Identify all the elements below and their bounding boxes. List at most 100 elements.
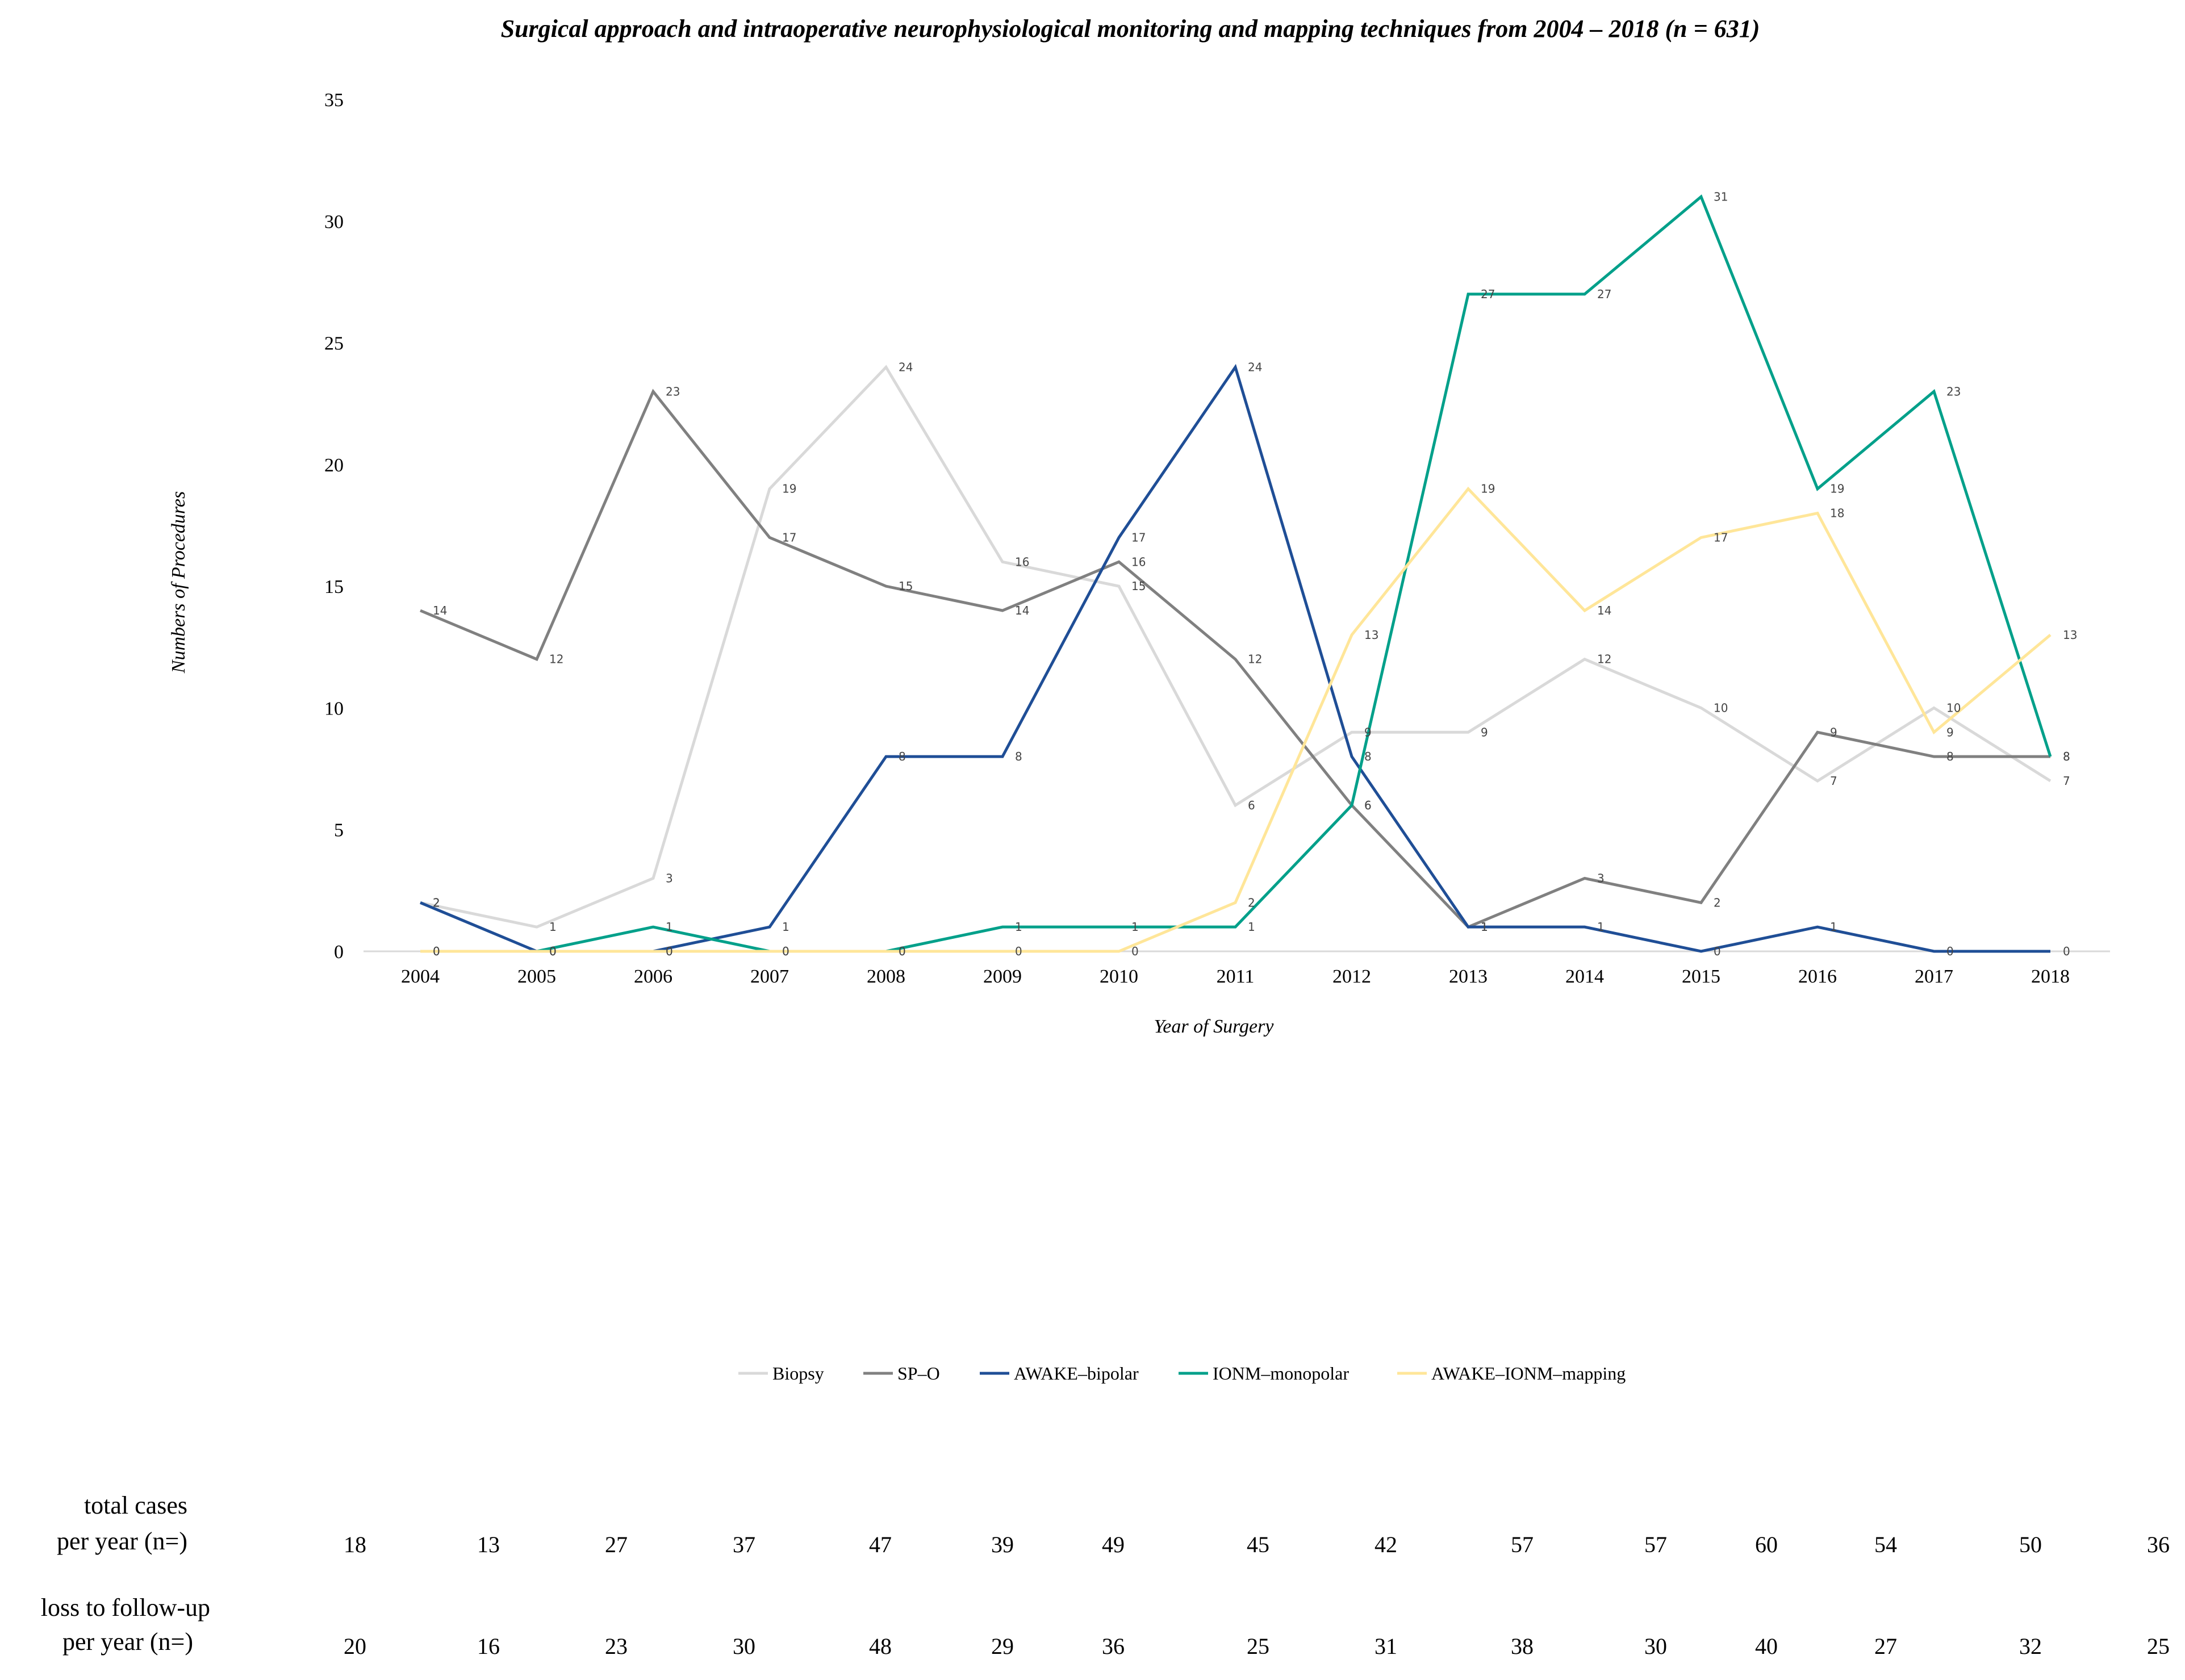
data-label: 13 — [2063, 628, 2077, 642]
data-label: 10 — [1714, 701, 1728, 714]
data-label: 14 — [1597, 604, 1611, 617]
x-tick-label: 2004 — [401, 966, 440, 987]
x-tick-label: 2014 — [1565, 966, 1604, 987]
x-tick-label: 2016 — [1798, 966, 1837, 987]
y-tick-label: 20 — [324, 455, 344, 476]
data-label: 6 — [1364, 799, 1372, 812]
legend-item: SP–O — [863, 1363, 940, 1384]
table-values: 18 13 27 37 47 39 49 45 42 57 57 60 54 50 36 20 16 23 30 48… — [344, 1532, 2170, 1659]
y-tick-label: 5 — [334, 820, 344, 841]
data-label: 1 — [549, 920, 557, 934]
data-label: 0 — [1946, 945, 1954, 958]
x-tick-label: 2010 — [1100, 966, 1138, 987]
table-cell: 27 — [605, 1532, 628, 1557]
table-row-label: loss to follow-up — [41, 1594, 210, 1622]
x-tick-label: 2006 — [634, 966, 672, 987]
data-label: 1 — [1481, 920, 1488, 934]
legend-label: AWAKE–IONM–mapping — [1431, 1363, 1626, 1384]
table-cell: 20 — [344, 1633, 366, 1659]
data-label: 24 — [899, 360, 913, 374]
data-label: 19 — [1830, 482, 1844, 496]
series-lines — [420, 194, 2052, 953]
data-label: 1 — [1131, 920, 1139, 934]
data-label: 1 — [782, 920, 789, 934]
data-label: 12 — [1597, 653, 1611, 666]
series-line — [420, 363, 2050, 953]
x-tick-label: 2011 — [1217, 966, 1255, 987]
data-label: 8 — [899, 750, 906, 763]
data-label: 14 — [1015, 604, 1029, 617]
data-label: 19 — [782, 482, 796, 496]
data-label: 1 — [666, 920, 673, 934]
data-label: 23 — [666, 385, 680, 398]
y-tick-label: 15 — [324, 576, 344, 597]
table-row-labels: total cases per year (n=) loss to follow-u… — [41, 1491, 210, 1656]
table-cell: 30 — [1644, 1633, 1667, 1659]
table-cell: 36 — [2147, 1532, 2170, 1557]
table-cell: 25 — [2147, 1633, 2170, 1659]
data-label: 0 — [433, 945, 440, 958]
series-line — [420, 194, 2052, 953]
table-cell: 32 — [2019, 1633, 2042, 1659]
table-cell: 49 — [1102, 1532, 1125, 1557]
x-tick-label: 2008 — [867, 966, 905, 987]
data-label: 12 — [1248, 653, 1262, 666]
data-label: 3 — [666, 871, 673, 885]
table-cell: 23 — [605, 1633, 628, 1659]
data-label: 0 — [1714, 945, 1721, 958]
data-label: 7 — [1830, 774, 1837, 788]
table-cell: 57 — [1644, 1532, 1667, 1557]
data-label: 23 — [1946, 385, 1961, 398]
y-tick-label: 25 — [324, 333, 344, 354]
data-label: 16 — [1015, 555, 1029, 569]
data-label: 0 — [2063, 945, 2070, 958]
legend-item: AWAKE–IONM–mapping — [1397, 1363, 1626, 1384]
x-tick-label: 2012 — [1332, 966, 1371, 987]
data-label: 3 — [1597, 871, 1605, 885]
data-label: 31 — [1714, 190, 1728, 203]
data-label: 0 — [666, 945, 673, 958]
data-label: 0 — [782, 945, 789, 958]
data-label: 8 — [2063, 750, 2070, 763]
table-cell: 16 — [477, 1633, 500, 1659]
table-cell: 36 — [1102, 1633, 1125, 1659]
data-label: 0 — [782, 945, 789, 958]
chart-title: Surgical approach and intraoperative neu… — [501, 15, 1760, 43]
table-cell: 38 — [1511, 1633, 1534, 1659]
data-label: 17 — [1714, 530, 1728, 544]
data-label: 0 — [899, 945, 906, 958]
data-label: 10 — [1946, 701, 1961, 714]
data-label: 1 — [1015, 920, 1022, 934]
legend-label: IONM–monopolar — [1213, 1363, 1349, 1384]
x-tick-label: 2009 — [983, 966, 1022, 987]
data-label: 0 — [666, 945, 673, 958]
y-tick-label: 10 — [324, 698, 344, 719]
data-label: 0 — [549, 945, 557, 958]
data-label: 17 — [782, 530, 796, 544]
table-cell: 18 — [344, 1532, 366, 1557]
data-label: 0 — [549, 945, 557, 958]
table-cell: 48 — [869, 1633, 892, 1659]
data-label: 0 — [549, 945, 557, 958]
table-cell: 25 — [1247, 1633, 1269, 1659]
x-tick-label: 2013 — [1449, 966, 1488, 987]
legend-label: AWAKE–bipolar — [1014, 1363, 1139, 1384]
data-label: 0 — [1131, 945, 1139, 958]
table-cell: 50 — [2019, 1532, 2042, 1557]
x-tick-label: 2018 — [2031, 966, 2070, 987]
table-row-label: total cases — [84, 1491, 187, 1519]
table-cell: 60 — [1755, 1532, 1778, 1557]
x-tick-label: 2005 — [517, 966, 556, 987]
table-cell: 42 — [1374, 1532, 1397, 1557]
data-label: 1 — [1248, 920, 1255, 934]
y-axis-title: Numbers of Procedures — [168, 491, 189, 674]
table-cell: 29 — [991, 1633, 1014, 1659]
data-label: 8 — [1946, 750, 1954, 763]
y-axis-ticks: 0 5 10 15 20 25 30 35 — [324, 90, 344, 963]
data-label: 0 — [899, 945, 906, 958]
data-label: 2 — [433, 896, 440, 909]
data-label: 9 — [1830, 725, 1837, 739]
series-line — [420, 365, 2052, 929]
data-label: 27 — [1597, 287, 1611, 301]
